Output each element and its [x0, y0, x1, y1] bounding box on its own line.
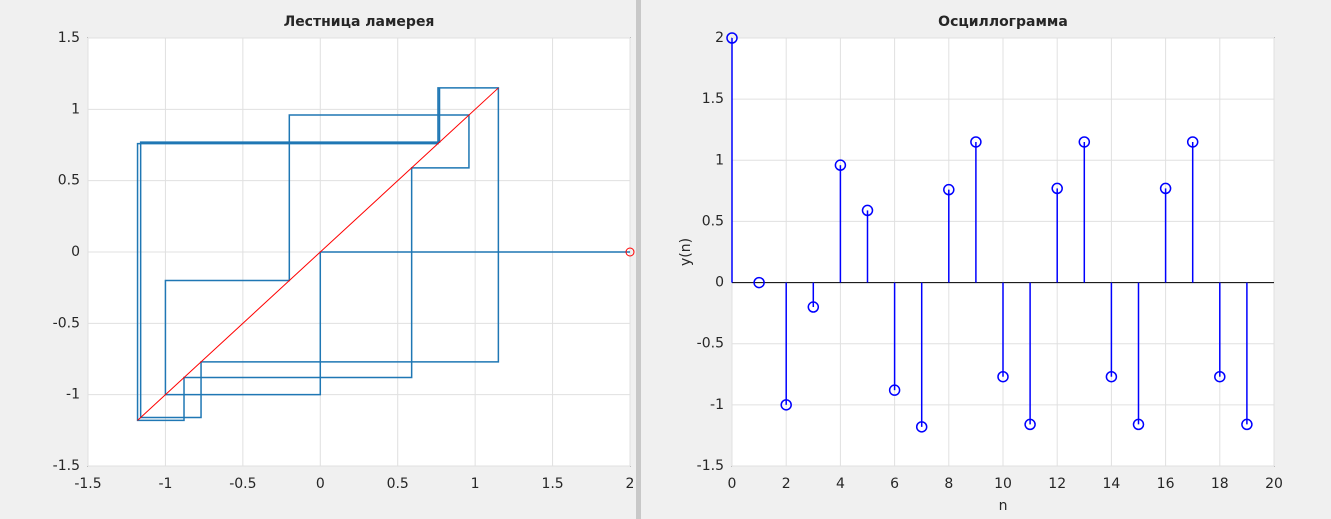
x-tick-label: -1.5	[74, 476, 101, 492]
x-tick-label: 8	[944, 476, 953, 492]
x-tick-label: 4	[836, 476, 845, 492]
stem-marker	[1051, 182, 1063, 195]
x-tick-label: 0	[728, 476, 737, 492]
x-axis-label: n	[999, 498, 1008, 514]
stem-marker	[780, 399, 792, 411]
y-tick-label: 1.5	[702, 91, 724, 107]
y-tick-label: -1	[710, 397, 724, 413]
stem-marker	[1241, 418, 1253, 431]
x-tick-label: -0.5	[229, 476, 256, 492]
y-tick-label: 2	[715, 30, 724, 46]
x-tick-label: 20	[1265, 476, 1283, 492]
y-tick-label: -1	[66, 387, 80, 403]
y-tick-label: -1.5	[697, 458, 724, 474]
staircase	[136, 87, 630, 422]
stem-marker	[943, 183, 955, 196]
y-axis-label: y(n)	[678, 238, 694, 266]
y-tick-label: -0.5	[697, 336, 724, 352]
x-tick-label: 12	[1048, 476, 1066, 492]
x-tick-label: 0	[316, 476, 325, 492]
stem-marker	[1132, 418, 1145, 431]
stem-marker	[834, 159, 847, 171]
y-tick-label: -1.5	[53, 458, 80, 474]
chart-title: Осциллограмма	[938, 14, 1068, 30]
stem-marker	[1105, 370, 1118, 383]
x-tick-label: 2	[626, 476, 635, 492]
start-marker	[625, 247, 635, 257]
y-tick-label: 1	[71, 101, 80, 117]
x-tick-label: 1.5	[541, 476, 563, 492]
stem-marker	[888, 384, 901, 396]
stem-marker	[970, 136, 982, 148]
y-tick-label: 1	[715, 152, 724, 168]
x-tick-label: 18	[1211, 476, 1229, 492]
x-tick-label: 1	[471, 476, 480, 492]
stem-marker	[1214, 370, 1226, 383]
y-tick-label: 0.5	[58, 173, 80, 189]
stem-marker	[1078, 136, 1091, 148]
chart-title: Лестница ламерея	[284, 14, 435, 30]
x-tick-label: 0.5	[387, 476, 409, 492]
stem-marker	[1024, 418, 1036, 431]
x-tick-label: 10	[994, 476, 1012, 492]
y-tick-label: 1.5	[58, 30, 80, 46]
x-tick-label: 16	[1157, 476, 1175, 492]
x-tick-label: 2	[782, 476, 791, 492]
stem-marker	[915, 421, 928, 433]
stem-marker	[726, 32, 738, 44]
y-tick-label: 0	[71, 244, 80, 260]
stem-marker	[997, 370, 1009, 383]
stem-marker	[861, 204, 874, 217]
y-tick-label: -0.5	[53, 315, 80, 331]
stem-marker	[753, 276, 765, 289]
diagonal	[137, 87, 499, 421]
y-tick-label: 0.5	[702, 213, 724, 229]
x-tick-label: 6	[890, 476, 899, 492]
x-tick-label: 14	[1102, 476, 1120, 492]
stem-marker	[807, 301, 820, 313]
stem-marker	[1159, 182, 1172, 195]
stem-marker	[1186, 136, 1199, 148]
y-tick-label: 0	[715, 275, 724, 291]
separator	[636, 0, 641, 519]
x-tick-label: -1	[158, 476, 172, 492]
